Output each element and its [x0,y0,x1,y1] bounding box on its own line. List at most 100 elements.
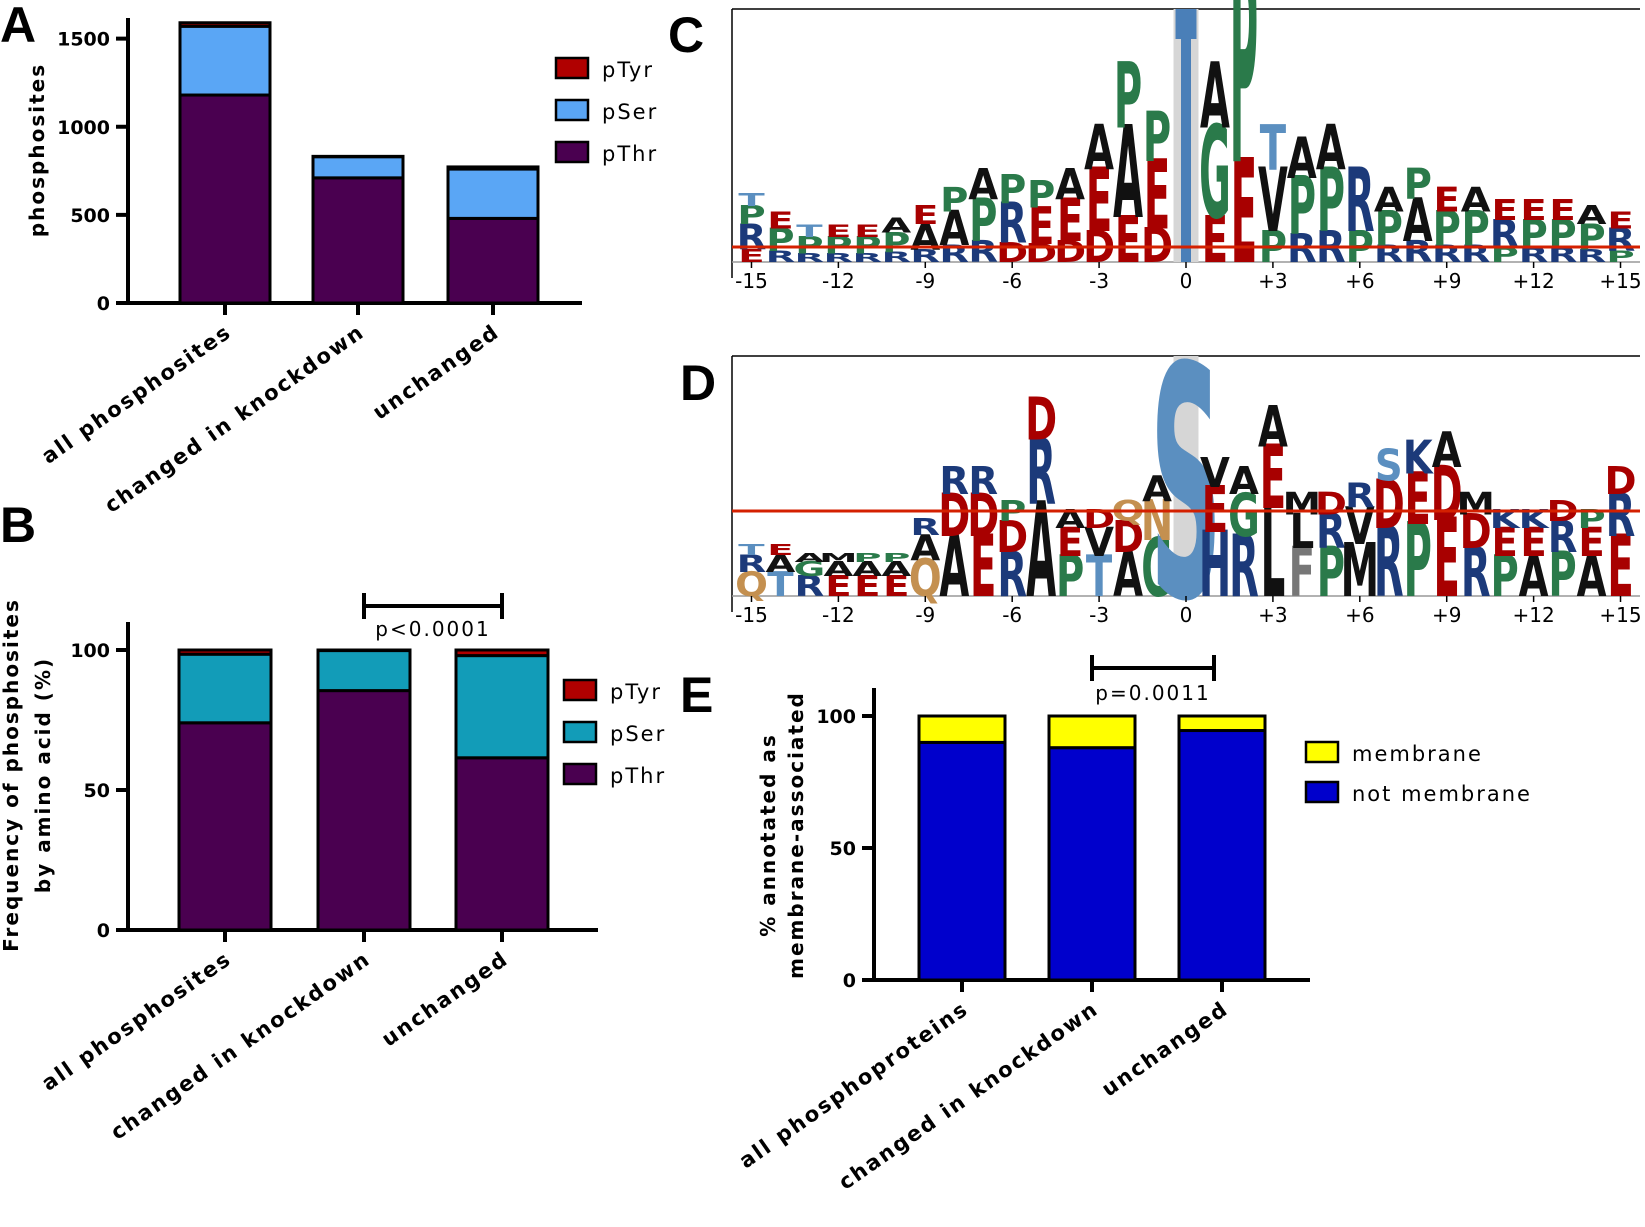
logo-letter-R: R [1577,246,1607,267]
logo-letter-P: P [1317,533,1345,613]
logo-letter-R: R [968,459,998,504]
logo-letter-M: M [1283,487,1321,522]
logo-letter-T: T [796,221,823,241]
logo-letter-D: D [967,480,999,550]
bar-not-membrane-0 [917,740,1007,982]
logo-letter-A: A [852,558,882,581]
logo-x-tick-label: +12 [1513,603,1555,627]
logo-letter-G: G [794,558,826,581]
logo-letter-R: R [910,513,940,541]
logo-letter-E: E [1057,185,1083,255]
legend-swatch-not-membrane [1304,780,1340,804]
logo-letter-P: P [737,201,765,231]
logo-letter-E: E [970,516,996,617]
logo-letter-A: A [1084,113,1114,185]
logo-letter-M: M [1456,487,1494,522]
logo-letter-E: E [1144,140,1170,252]
logo-x-tick-label: +9 [1432,603,1461,627]
logo-letter-K: K [1519,504,1551,534]
logo-letter-M: M [819,550,857,565]
bar-pSer-2 [446,167,540,220]
y-axis-title-line1: % annotated as [756,733,780,937]
logo-letter-E: E [883,570,909,604]
logo-letter-R: R [939,240,969,268]
central-column-highlight [1173,356,1199,596]
panel-letter-b: B [0,497,36,553]
logo-letter-A: A [910,526,940,568]
bar-not-membrane-2 [1177,729,1267,982]
logo-letter-P: P [766,222,794,259]
bar-pTyr-1 [316,648,412,653]
logo-letter-A: A [881,214,911,237]
legend-label: pThr [602,142,658,166]
logo-letter-R: R [852,251,882,265]
bar-pSer-2 [454,654,550,760]
logo-letter-D: D [1604,459,1636,504]
y-tick-label: 1000 [57,117,110,139]
logo-letter-E: E [1057,520,1083,566]
legend-swatch-pTyr [554,56,590,80]
y-axis-title-line1: phosphosites [25,63,49,237]
logo-letter-R: R [1229,516,1259,617]
y-tick-label: 500 [70,205,110,227]
logo-letter-R: R [737,216,767,258]
category-label: changed in knockdown [106,946,375,1144]
logo-letter-E: E [767,541,793,559]
bar-membrane-1 [1047,714,1137,750]
logo-letter-V: V [1084,520,1114,566]
logo-letter-A: A [939,516,969,617]
logo-center-letter: S [1150,299,1222,672]
logo-letter-E: E [912,201,938,231]
logo-letter-E: E [1115,204,1141,278]
logo-letter-D: D [938,480,970,550]
logo-letter-R: R [939,459,969,504]
logo-letter-E: E [1086,151,1112,253]
logo-letter-R: R [1026,419,1056,526]
logo-letter-P: P [1577,216,1605,258]
logo-letter-P: P [1027,173,1055,216]
logo-letter-G: G [1199,99,1231,248]
logo-letter-P: P [1056,543,1084,610]
logo-letter-A: A [1577,201,1608,231]
bar-membrane-0 [917,714,1007,744]
logo-letter-R: R [1548,244,1578,267]
y-tick-label: 1500 [57,29,110,51]
logo-letter-A: A [1461,180,1492,220]
y-tick-label: 100 [816,706,856,728]
bar-not-membrane-1 [1047,746,1137,982]
y-axis-title-line2: membrane-associated [784,691,808,979]
bar-pTyr-2 [446,165,540,171]
p-value: p=0.0011 [1095,681,1210,705]
logo-letter-P: P [1404,502,1432,621]
logo-letter-E: E [767,208,793,234]
logo-letter-A: A [1432,422,1462,479]
legend-label: pSer [602,100,658,124]
category-label: changed in knockdown [834,996,1103,1194]
logo-x-tick-label: -15 [735,603,768,627]
y-tick-label: 50 [830,838,856,860]
logo-letter-P: P [1317,151,1345,253]
legend-label: pThr [610,764,666,788]
logo-letter-E: E [1260,428,1286,530]
logo-x-tick-label: +6 [1345,269,1374,293]
chart-e: 0 50 100 % annotated as membrane-associated a… [735,655,1530,1195]
logo-x-tick-label: +3 [1258,269,1287,293]
logo-letter-A: A [1113,99,1143,248]
logo-letter-A: A [1258,395,1288,460]
logo-letter-P: P [1114,43,1142,150]
logo-letter-D: D [1083,504,1115,534]
logo-letter-A: A [766,550,796,578]
logo-letter-P: P [1490,543,1518,610]
legend-swatch-pThr [562,762,598,786]
logo-letter-P: P [795,231,823,259]
logo-letter-E: E [1434,180,1460,220]
y-axis-title: phosphosites [25,63,49,237]
legend-swatch-pSer [562,720,598,744]
y-axis-title: Frequency of phosphosites by amino acid (… [0,598,55,952]
logo-letter-E: E [1520,520,1546,566]
logo-letter-V: V [1345,495,1375,556]
logo-letter-A: A [1055,159,1085,209]
category-label: all phosphoproteins [735,996,973,1173]
logo-letter-A: A [1403,185,1433,255]
